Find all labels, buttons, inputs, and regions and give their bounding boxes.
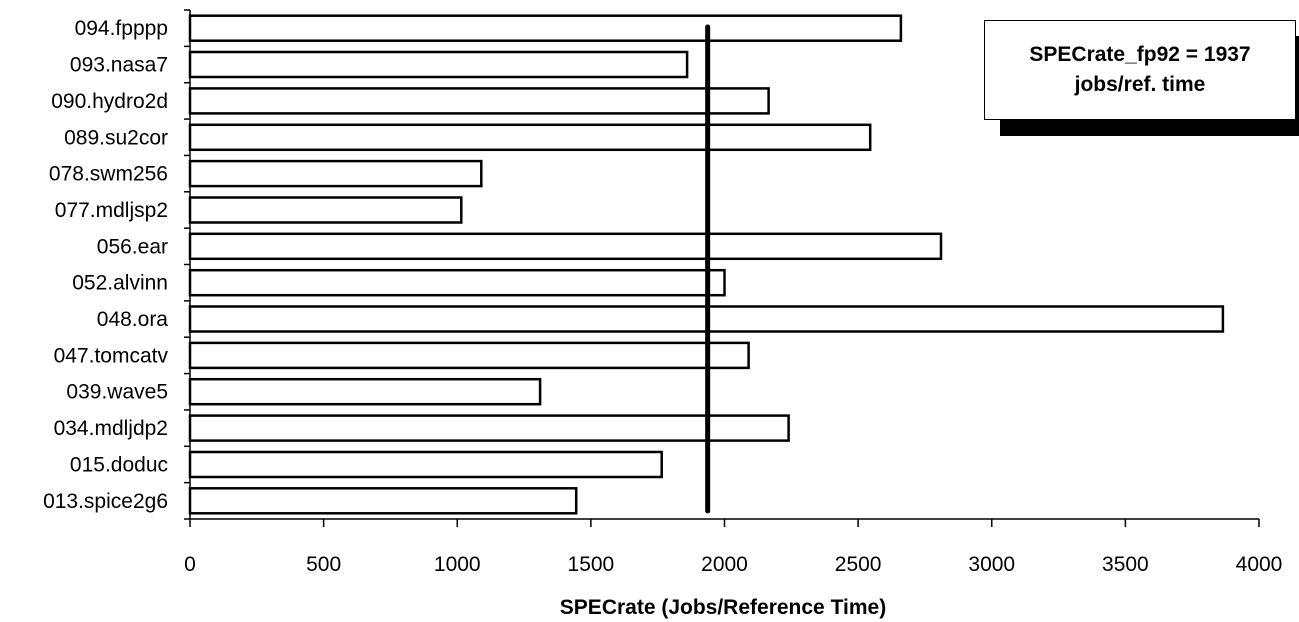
- x-tick-label: 500: [306, 553, 341, 576]
- bar-078.swm256: [188, 159, 483, 188]
- category-label: 056.ear: [97, 235, 168, 258]
- bar-015.doduc: [188, 450, 663, 479]
- bar-090.hydro2d: [188, 87, 770, 115]
- x-tick-label: 4000: [1236, 553, 1283, 576]
- category-label: 039.wave5: [66, 381, 168, 404]
- x-axis-title: SPECrate (Jobs/Reference Time): [560, 596, 886, 619]
- annotation-callout: SPECrate_fp92 = 1937 jobs/ref. time: [984, 20, 1296, 120]
- category-label: 052.alvinn: [72, 272, 168, 295]
- category-label: 093.nasa7: [70, 54, 168, 77]
- category-label: 015.doduc: [70, 454, 168, 477]
- category-label: 048.ora: [97, 308, 169, 331]
- x-tick-label: 0: [184, 553, 196, 576]
- category-labels: 094.fpppp 093.nasa7 090.hydro2d 089.su2cor 0…: [43, 17, 168, 513]
- bar-047.tomcatv: [188, 341, 750, 370]
- y-axis: [184, 9, 191, 520]
- bar-039.wave5: [188, 377, 542, 406]
- category-label: 034.mdljdp2: [54, 417, 168, 440]
- bar-056.ear: [188, 232, 943, 261]
- bar-052.alvinn: [188, 268, 726, 297]
- x-axis: 0 500 1000 1500 2000 2500 3000 3500 4000: [184, 518, 1283, 576]
- x-tick-label: 3000: [968, 553, 1015, 576]
- bar-094.fpppp: [188, 14, 903, 42]
- x-tick-label: 3500: [1102, 553, 1149, 576]
- category-label: 094.fpppp: [75, 17, 168, 40]
- x-tick-label: 1500: [568, 553, 615, 576]
- bar-077.mdljsp2: [188, 196, 463, 224]
- category-label: 013.spice2g6: [43, 490, 168, 513]
- category-label: 078.swm256: [49, 163, 168, 186]
- x-tick-label: 2000: [701, 553, 748, 576]
- bar-034.mdljdp2: [188, 414, 790, 442]
- bar-089.su2cor: [188, 123, 872, 152]
- annotation-line-2: jobs/ref. time: [1074, 73, 1206, 96]
- bar-013.spice2g6: [188, 487, 578, 515]
- category-label: 090.hydro2d: [51, 90, 168, 113]
- category-label: 047.tomcatv: [54, 344, 169, 367]
- annotation-line-1: SPECrate_fp92 = 1937: [1029, 43, 1251, 66]
- category-label: 089.su2cor: [64, 126, 168, 149]
- category-label: 077.mdljsp2: [55, 199, 168, 222]
- x-tick-label: 2500: [835, 553, 882, 576]
- x-tick-label: 1000: [434, 553, 481, 576]
- bar-093.nasa7: [188, 50, 689, 79]
